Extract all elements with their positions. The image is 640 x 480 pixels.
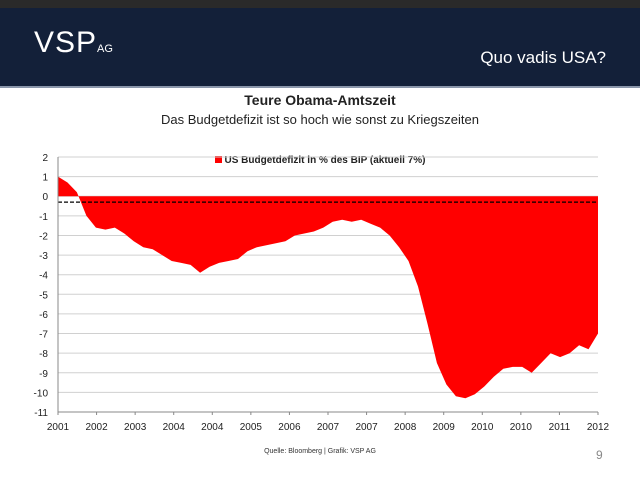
logo-text: VSP (34, 26, 98, 59)
slide-title: Quo vadis USA? (480, 48, 606, 67)
deficit-area (58, 176, 598, 399)
chart-subtitle: Das Budgetdefizit ist so hoch wie sonst … (161, 112, 479, 127)
logo-sub: AG (97, 43, 113, 55)
y-tick-label: -4 (39, 271, 48, 282)
x-tick-label: 2011 (549, 422, 571, 433)
x-tick-label: 2007 (317, 422, 340, 433)
page-number: 9 (596, 448, 603, 462)
y-tick-label: -2 (39, 231, 48, 242)
x-tick-label: 2009 (433, 422, 456, 433)
legend-swatch (214, 156, 222, 163)
y-tick-label: -3 (39, 251, 48, 262)
x-tick-label: 2002 (85, 422, 108, 433)
y-tick-label: 0 (42, 192, 48, 203)
x-tick-label: 2004 (163, 422, 186, 433)
y-tick-label: -7 (39, 330, 48, 341)
x-tick-label: 2004 (201, 422, 224, 433)
x-tick-label: 2006 (278, 422, 301, 433)
x-tick-label: 2007 (355, 422, 378, 433)
legend: US Budgetdefizit in % des BIP (aktuell 7… (0, 155, 640, 166)
x-tick-label: 2010 (510, 422, 533, 433)
source-note: Quelle: Bloomberg | Grafik: VSP AG (264, 448, 376, 455)
y-tick-label: 1 (42, 173, 48, 184)
x-tick-label: 2003 (124, 422, 147, 433)
x-tick-label: 2001 (47, 422, 70, 433)
y-tick-label: -6 (39, 310, 48, 321)
legend-label: US Budgetdefizit in % des BIP (aktuell 7… (224, 155, 426, 166)
x-tick-label: 2005 (240, 422, 263, 433)
y-tick-label: 2 (42, 153, 48, 164)
y-tick-label: -11 (34, 408, 48, 419)
y-tick-label: -5 (39, 290, 48, 301)
y-tick-label: -10 (34, 388, 49, 399)
x-tick-label: 2010 (471, 422, 494, 433)
x-tick-label: 2012 (587, 422, 610, 433)
y-tick-label: -9 (39, 369, 48, 380)
header-bar: VSPAG Quo vadis USA? (0, 8, 640, 88)
vsp-logo: VSPAG (34, 26, 113, 60)
x-tick-label: 2008 (394, 422, 417, 433)
y-tick-label: -8 (39, 349, 48, 360)
y-tick-label: -1 (39, 212, 48, 223)
chart-title: Teure Obama-Amtszeit (244, 92, 396, 108)
